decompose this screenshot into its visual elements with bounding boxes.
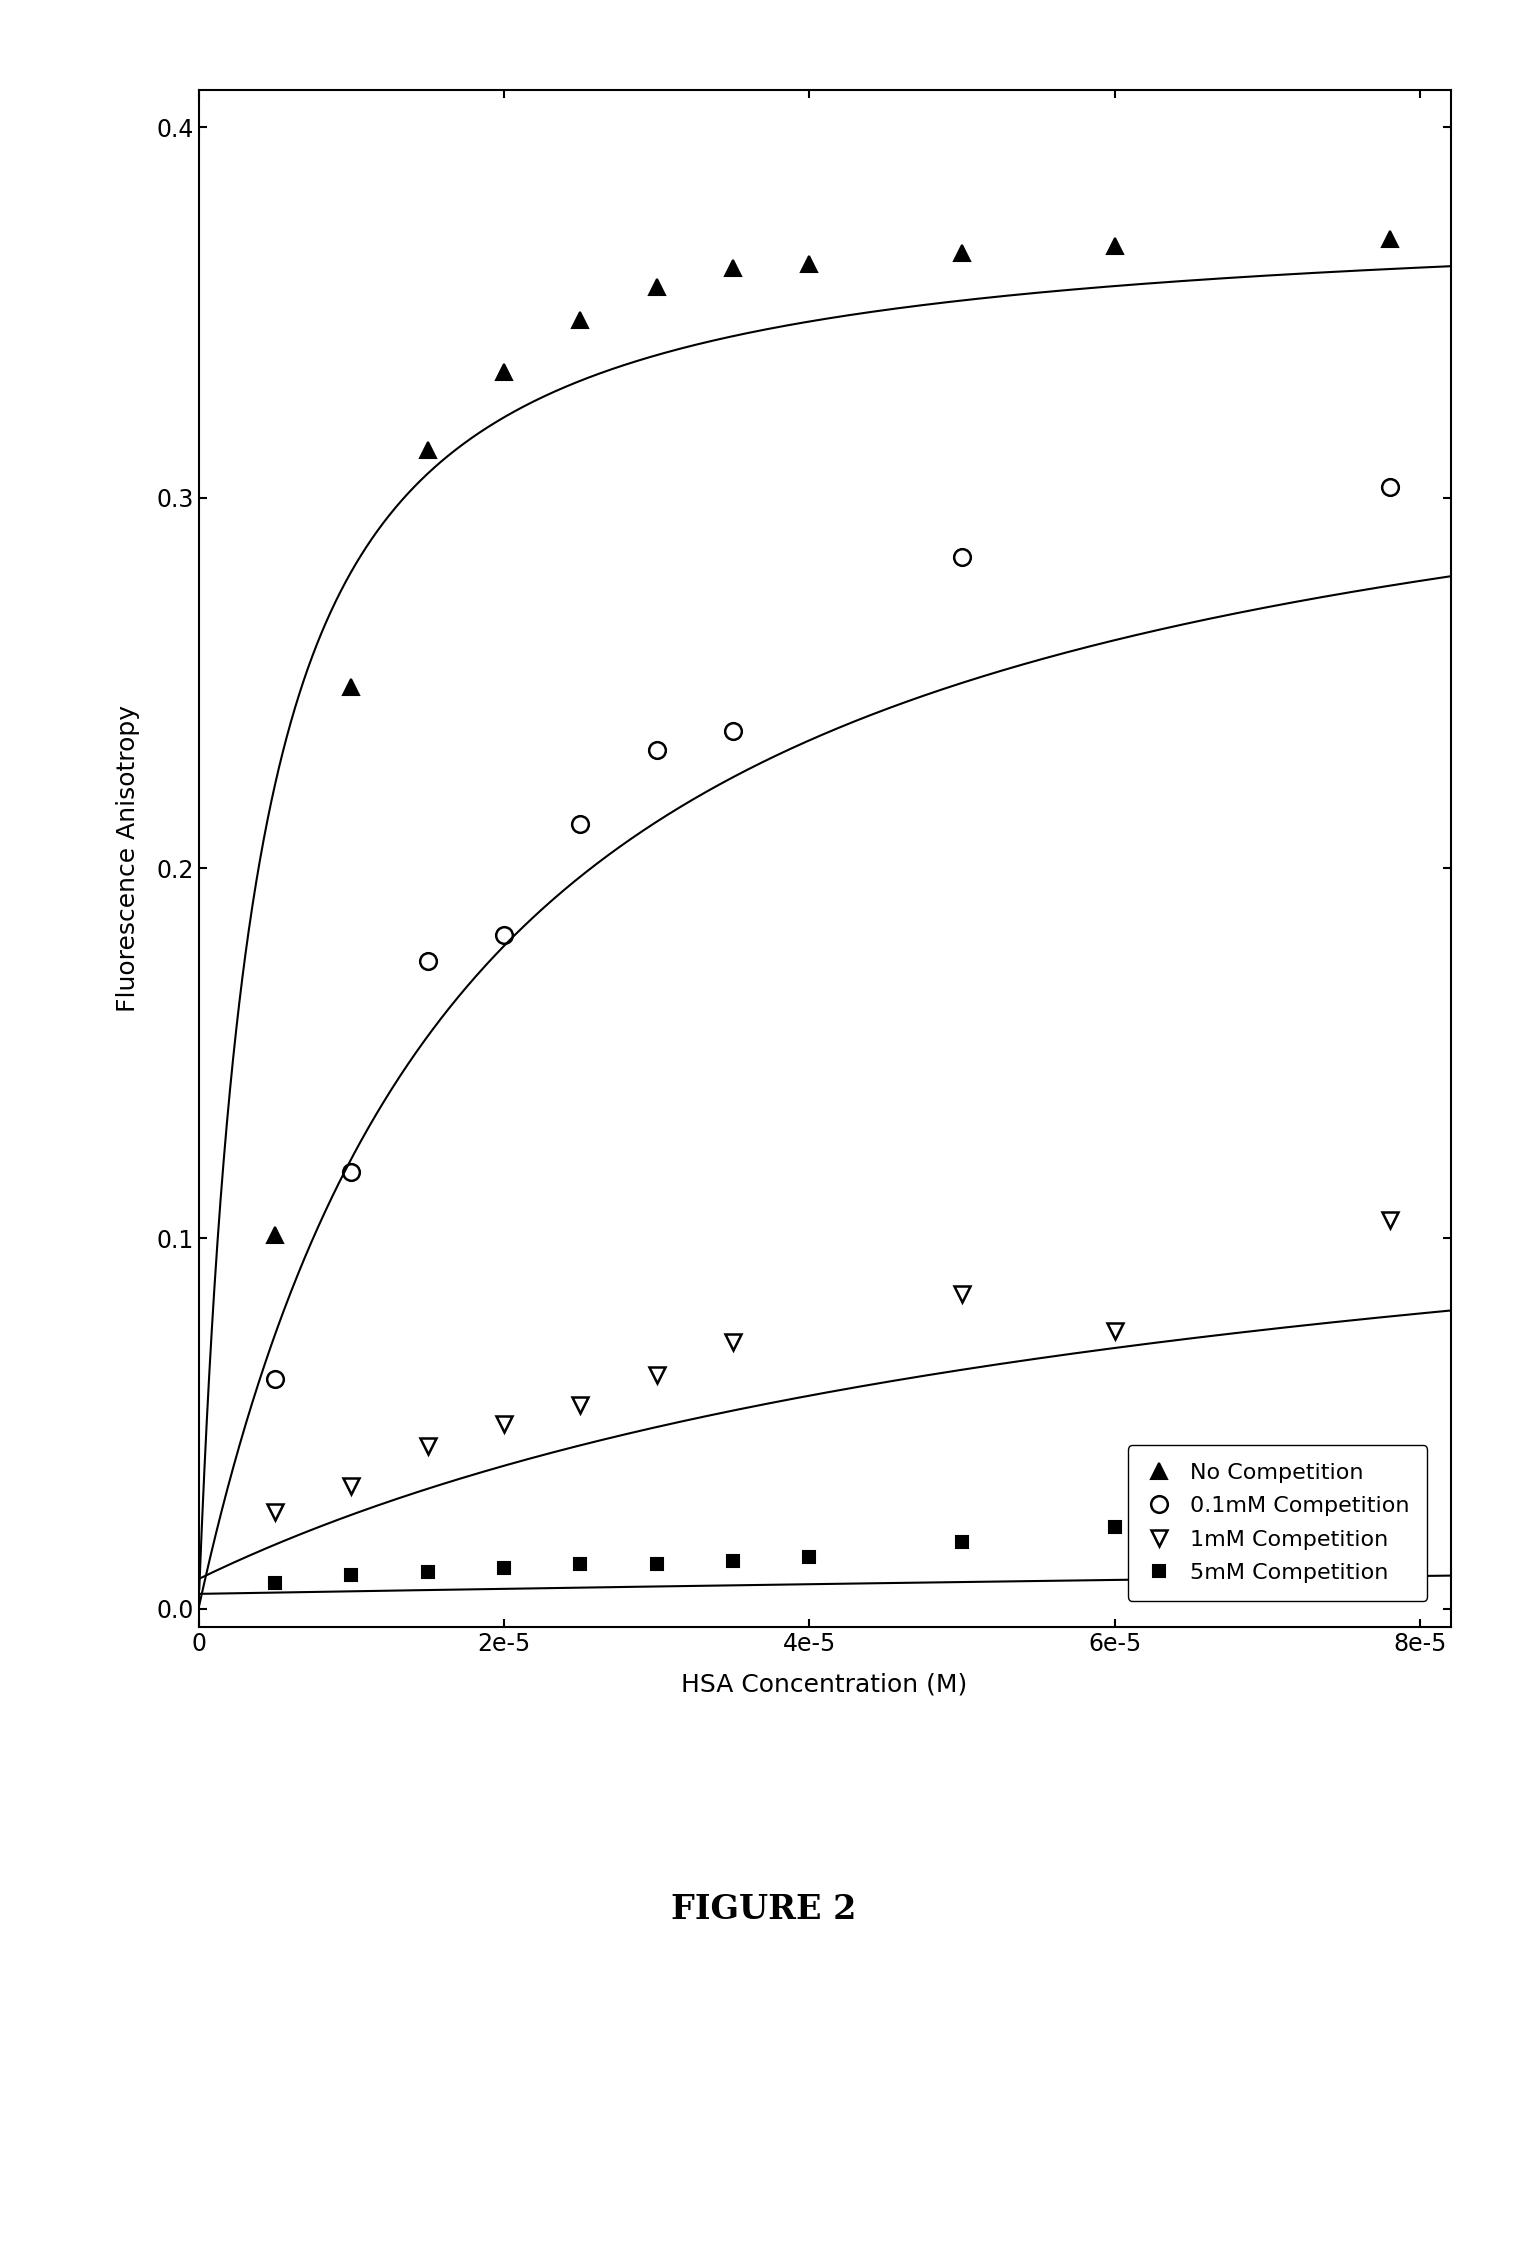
X-axis label: HSA Concentration (M): HSA Concentration (M) [681, 1672, 968, 1697]
Y-axis label: Fluorescence Anisotropy: Fluorescence Anisotropy [116, 705, 139, 1012]
Legend: No Competition, 0.1mM Competition, 1mM Competition, 5mM Competition: No Competition, 0.1mM Competition, 1mM C… [1127, 1444, 1428, 1600]
Text: FIGURE 2: FIGURE 2 [670, 1894, 857, 1926]
